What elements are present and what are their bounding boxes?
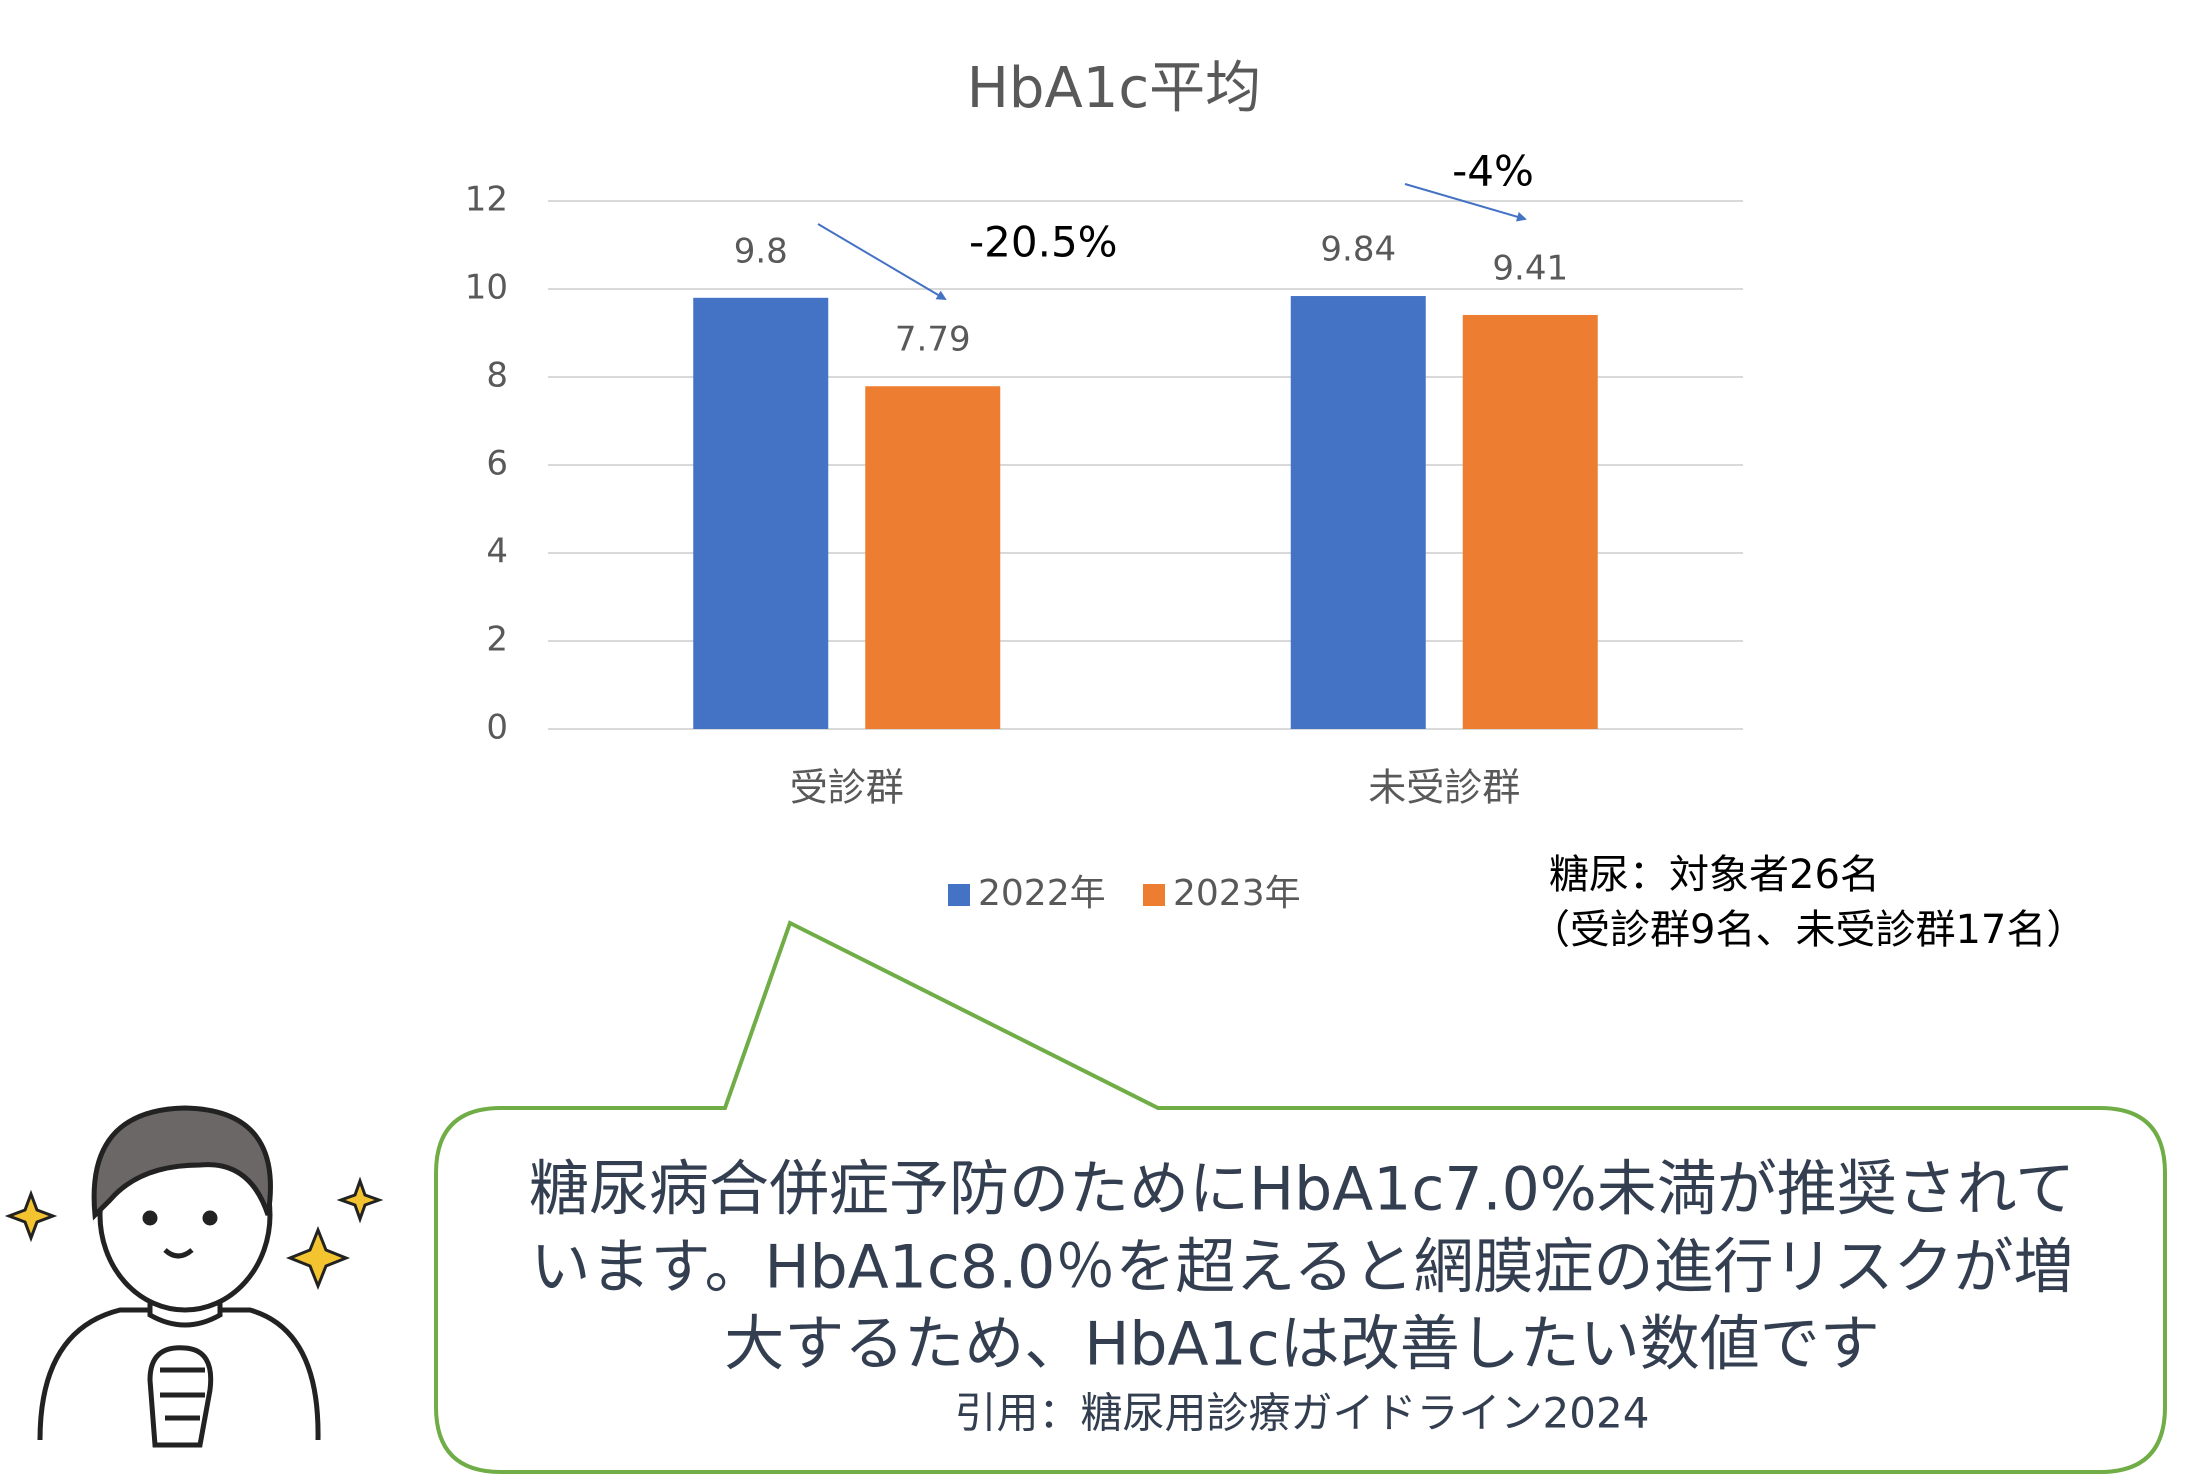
annotation: -20.5% [969, 218, 1118, 267]
arrow [817, 223, 947, 301]
note: （受診群9名、未受診群17名） [1530, 907, 2086, 953]
y-tick-label: 4 [486, 532, 508, 572]
bar [1462, 314, 1598, 729]
legend-swatch [948, 884, 970, 906]
y-tick-label: 12 [465, 180, 508, 220]
note: 糖尿：対象者26名 [1549, 852, 1880, 898]
x-tick-label: 未受診群 [1368, 766, 1520, 810]
arrow [1404, 183, 1527, 222]
callout-line: います。HbA1c8.0％を超えると網膜症の進行リスクが増 [530, 1233, 2073, 1303]
y-tick-label: 0 [486, 708, 508, 748]
callout-line: 大するため、HbA1cは改善したい数値です [724, 1310, 1879, 1380]
legend-label: 2022年 [978, 873, 1106, 914]
y-tick-label: 6 [486, 444, 508, 484]
legend-label: 2023年 [1173, 873, 1301, 914]
data-label: 9.8 [734, 231, 788, 271]
plot: 0 2 4 6 8 10 12 受診群 9.8 7.79 未受診群 9.84 9.41 2022年 2023… [465, 180, 1743, 914]
y-tick-label: 2 [486, 620, 508, 660]
citation: 引用：糖尿用診療ガイドライン2024 [955, 1389, 1650, 1438]
person-illustration [4, 1105, 384, 1448]
data-label: 9.41 [1492, 248, 1568, 288]
x-tick-label: 受診群 [790, 766, 904, 810]
callout-line: 糖尿病合併症予防のためにHbA1c7.0%未満が推奨されて [529, 1155, 2075, 1225]
y-tick-label: 10 [465, 268, 508, 308]
bar [865, 386, 1001, 729]
annotation: -4% [1452, 147, 1534, 196]
legend-swatch [1143, 884, 1165, 906]
bar [1290, 296, 1426, 729]
chart-title: HbA1c平均 [967, 56, 1261, 121]
data-label: 7.79 [895, 320, 971, 360]
y-tick-label: 8 [486, 356, 508, 396]
speech-bubble [434, 920, 2167, 1474]
data-label: 9.84 [1320, 230, 1396, 270]
bar [693, 297, 829, 729]
